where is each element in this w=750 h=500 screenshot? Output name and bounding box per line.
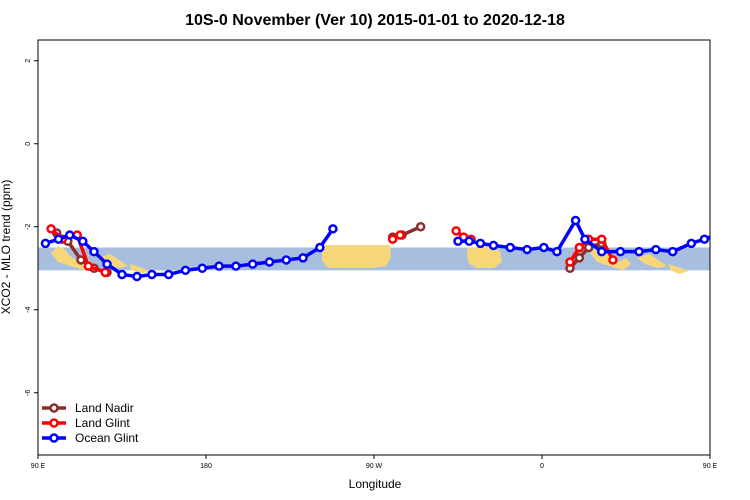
ocean-glint-point — [40, 238, 51, 249]
land-glint-point — [387, 234, 398, 244]
ocean-glint-point — [281, 255, 292, 265]
ocean-glint-point — [570, 215, 581, 226]
ocean-glint-point — [725, 238, 732, 245]
land-nadir-point — [415, 222, 426, 232]
x-axis: 90 E 180 90 W 0 90 E — [31, 455, 718, 470]
ocean-glint-point — [117, 269, 127, 280]
ocean-glint-point — [488, 240, 499, 251]
legend-land-nadir-swatch-point — [49, 403, 59, 413]
land-nadir-point — [736, 238, 743, 245]
x-tick-label: 90 E — [31, 463, 46, 470]
land-glint-point — [608, 255, 618, 265]
ocean-glint-point — [580, 234, 590, 244]
ocean-glint-point — [132, 271, 142, 282]
y-tick-label: 0 — [25, 142, 32, 146]
landmass-south-america — [322, 245, 391, 268]
landmass-africa — [467, 246, 502, 268]
ocean-glint-point — [699, 234, 710, 244]
legend-ocean-glint-swatch-point — [49, 433, 59, 443]
ocean-glint-point — [102, 259, 112, 269]
y-axis: 2 0 -2 -4 -6 — [25, 59, 38, 396]
legend-land-glint-swatch-point — [49, 418, 59, 428]
ocean-glint-point — [214, 261, 224, 271]
ocean-glint-point — [197, 263, 208, 273]
land-glint-point — [574, 242, 585, 253]
land-glint-line — [723, 229, 750, 273]
ocean-glint-point — [315, 242, 325, 253]
ocean-glint-point — [78, 236, 88, 247]
ocean-glint-point — [231, 261, 241, 271]
landmass-new-guinea-east — [637, 254, 667, 268]
ocean-glint-point — [712, 232, 719, 239]
ocean-glint-point — [89, 246, 99, 257]
landmass-islands-west — [130, 264, 150, 274]
ocean-glint-point — [53, 234, 64, 244]
ocean-glint-point — [247, 259, 258, 269]
land-glint-point — [100, 267, 110, 278]
y-tick-label: -4 — [25, 307, 32, 313]
ocean-glint-point — [539, 242, 549, 253]
land-nadir-point — [725, 229, 732, 236]
ocean-glint-point — [667, 246, 678, 257]
ocean-glint-point — [522, 244, 532, 255]
series-layer — [40, 215, 750, 282]
legend-land-glint-label: Land Glint — [75, 416, 130, 430]
chart-title: 10S-0 November (Ver 10) 2015-01-01 to 20… — [185, 12, 565, 29]
y-tick-label: 2 — [25, 59, 32, 63]
y-tick-label: -6 — [25, 390, 32, 396]
ocean-glint-point — [475, 238, 486, 249]
x-tick-label: 90 E — [703, 463, 718, 470]
landmass-islands-east — [669, 264, 689, 274]
ocean-glint-point — [180, 265, 191, 276]
land-glint-point — [720, 225, 727, 232]
ocean-glint-point — [453, 236, 463, 247]
ocean-glint-point — [552, 246, 562, 257]
land-nadir-point — [76, 255, 86, 265]
x-tick-label: 90 W — [366, 463, 383, 470]
ocean-glint-point — [328, 224, 338, 234]
land-glint-point — [596, 234, 607, 244]
ocean-glint-point — [686, 238, 697, 249]
land-glint-point — [395, 230, 405, 240]
ocean-glint-point — [736, 248, 743, 255]
y-axis-label: XCO2 - MLO trend (ppm) — [0, 180, 13, 315]
land-glint-point — [46, 224, 56, 234]
ocean-glint-point — [298, 253, 308, 263]
land-glint-point — [565, 257, 575, 267]
ocean-glint-point — [596, 246, 607, 257]
land-nadir-line — [729, 233, 750, 272]
land-glint-point — [451, 226, 461, 236]
plot-area — [38, 215, 750, 282]
x-axis-label: Longitude — [349, 477, 402, 491]
ocean-glint-point — [147, 269, 157, 280]
ocean-glint-point — [615, 246, 626, 257]
ocean-glint-point — [651, 244, 661, 255]
legend-ocean-glint-label: Ocean Glint — [75, 431, 139, 445]
ocean-glint-point — [634, 246, 644, 257]
ocean-glint-point — [264, 257, 275, 267]
ocean-glint-point — [163, 269, 174, 280]
land-nadir-point — [574, 253, 585, 263]
land-glint-point — [746, 232, 750, 239]
landmass-new-guinea-west — [98, 254, 128, 268]
y-tick-label: -2 — [25, 224, 32, 230]
legend-land-nadir-label: Land Nadir — [75, 401, 134, 415]
x-tick-label: 180 — [200, 463, 212, 470]
land-glint-point — [83, 261, 94, 271]
ocean-glint-point — [64, 230, 75, 240]
land-glint-point — [731, 236, 738, 243]
ocean-glint-point — [464, 236, 474, 247]
ocean-glint-point — [505, 242, 516, 253]
x-tick-label: 0 — [540, 463, 544, 470]
